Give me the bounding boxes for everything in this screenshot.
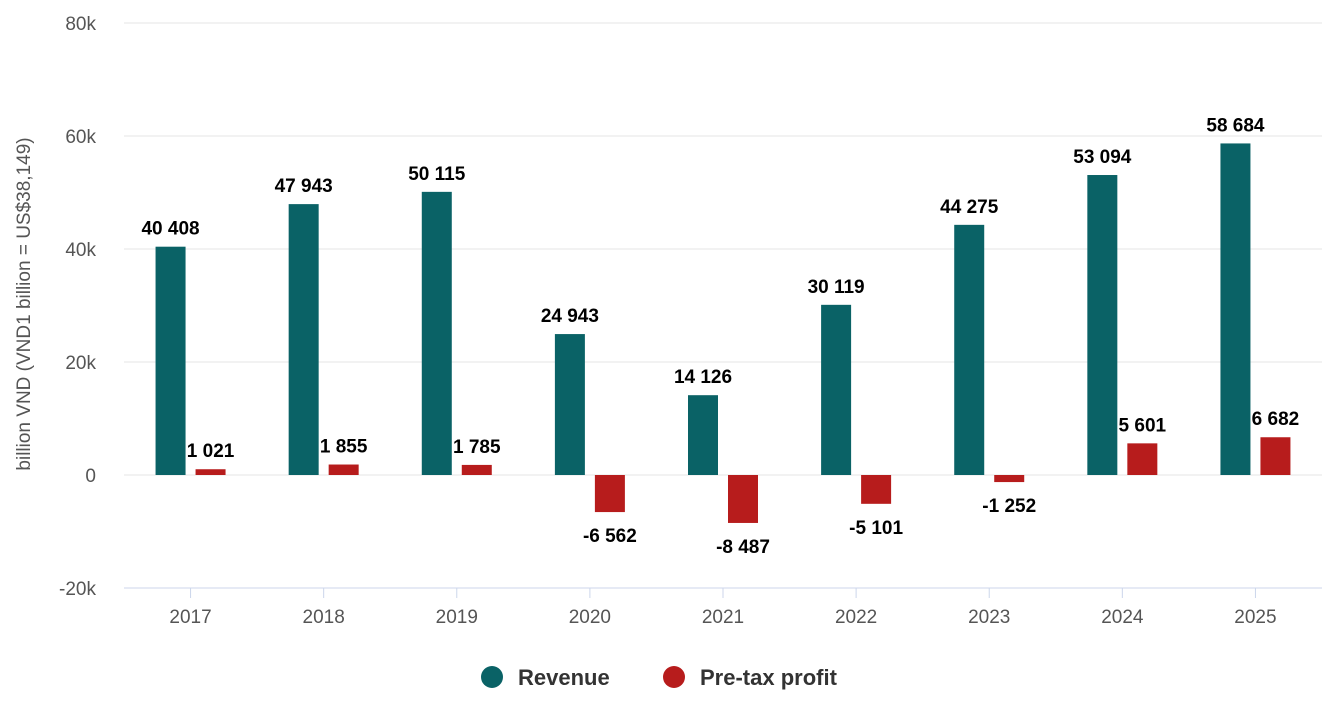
bar <box>554 334 585 475</box>
data-label: 30 119 <box>808 277 865 298</box>
y-tick-label: 20k <box>65 353 96 374</box>
bar <box>421 191 452 475</box>
bar <box>328 464 359 475</box>
data-label: -6 562 <box>583 526 637 547</box>
legend: Revenue Pre-tax profit <box>481 665 838 690</box>
bar <box>594 475 625 513</box>
bar <box>954 224 985 475</box>
bar <box>461 464 492 475</box>
x-tick-label: 2022 <box>835 607 877 628</box>
data-label: 47 943 <box>275 176 333 197</box>
x-tick-label: 2017 <box>169 607 211 628</box>
data-label: 1 785 <box>453 437 501 458</box>
data-label: -1 252 <box>982 496 1036 517</box>
x-tick-label: 2020 <box>569 607 611 628</box>
bar <box>688 395 718 475</box>
data-label: 53 094 <box>1073 147 1132 168</box>
bar <box>288 204 319 475</box>
data-label: 44 275 <box>940 197 999 218</box>
data-label: 1 855 <box>320 437 368 458</box>
x-axis: 2017 2018 2019 2020 2021 2022 2023 2024 2025 <box>169 588 1277 628</box>
y-axis-title: billion VND (VND1 billion = US$38,149) <box>14 137 35 470</box>
data-label: 40 408 <box>141 219 199 240</box>
bar <box>994 475 1025 483</box>
legend-marker <box>481 666 503 688</box>
data-label: 50 115 <box>408 164 465 185</box>
bar <box>861 475 892 504</box>
data-label: 5 601 <box>1119 415 1167 436</box>
x-tick-label: 2021 <box>702 607 744 628</box>
bar <box>728 475 758 523</box>
x-tick-label: 2018 <box>303 607 345 628</box>
bar <box>1260 437 1291 475</box>
y-tick-label: 0 <box>85 466 96 487</box>
bar <box>155 246 186 475</box>
data-label: 6 682 <box>1252 409 1300 430</box>
bar <box>1220 143 1251 475</box>
data-label: 24 943 <box>541 306 599 327</box>
data-label: 14 126 <box>674 367 732 388</box>
x-tick-label: 2023 <box>968 607 1010 628</box>
legend-label[interactable]: Revenue <box>518 665 610 690</box>
y-tick-label: 80k <box>65 14 96 35</box>
x-tick-label: 2024 <box>1101 607 1144 628</box>
y-tick-label: 40k <box>65 240 96 261</box>
bar <box>1127 443 1158 475</box>
bar <box>1087 175 1118 475</box>
bar <box>195 469 226 475</box>
data-label: 58 684 <box>1206 115 1265 136</box>
data-labels: 40 408 1 021 47 943 1 855 50 115 1 785 24 943 -… <box>141 115 1299 558</box>
x-tick-label: 2019 <box>436 607 478 628</box>
y-tick-label: -20k <box>59 579 96 600</box>
bar <box>821 304 852 475</box>
data-label: -8 487 <box>716 537 770 558</box>
legend-label[interactable]: Pre-tax profit <box>700 665 838 690</box>
y-tick-label: 60k <box>65 127 96 148</box>
bars <box>155 143 1291 523</box>
data-label: 1 021 <box>187 441 235 462</box>
data-label: -5 101 <box>849 518 903 539</box>
y-axis: -20k 0 20k 40k 60k 80k <box>59 14 96 600</box>
x-tick-label: 2025 <box>1234 607 1276 628</box>
legend-marker <box>663 666 685 688</box>
